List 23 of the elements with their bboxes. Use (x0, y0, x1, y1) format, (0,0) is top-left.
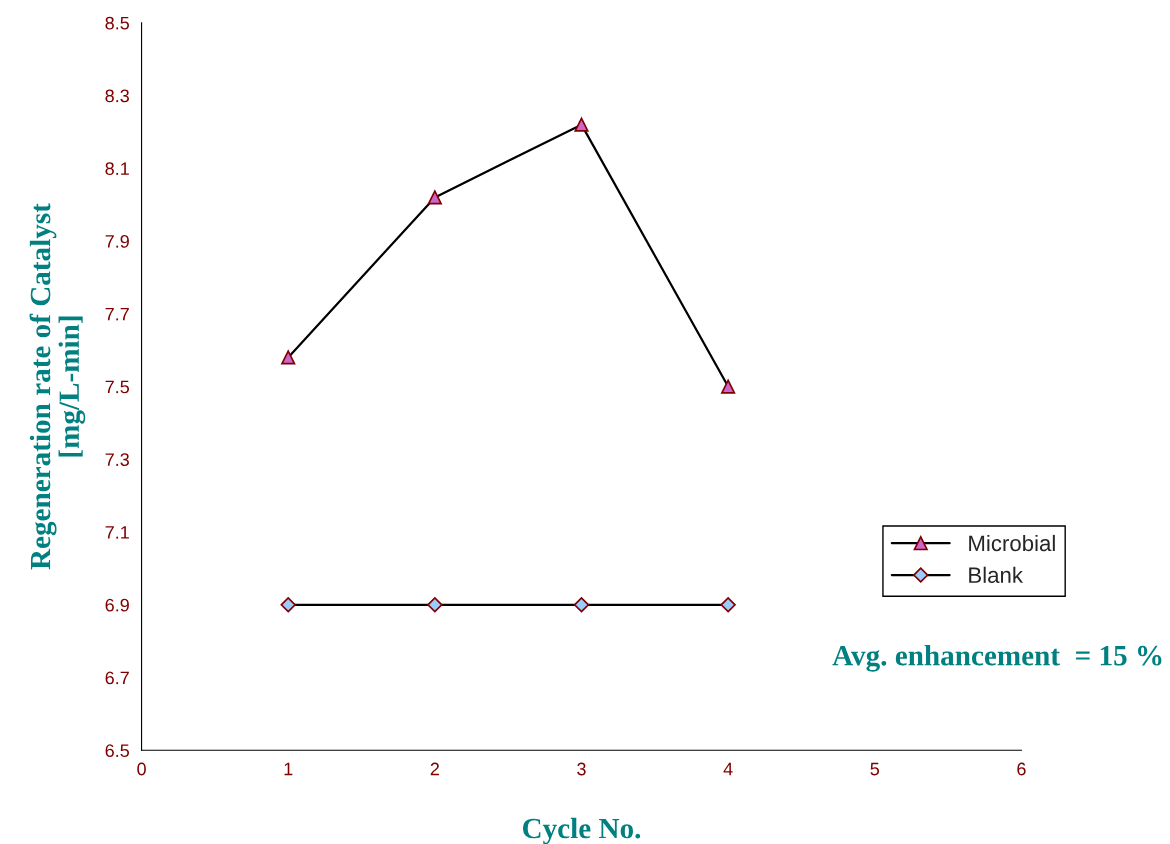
x-tick-label: 2 (430, 762, 439, 776)
legend-label: Blank (969, 566, 1024, 584)
x-tick-label: 1 (284, 762, 293, 776)
x-tick-label: 4 (723, 762, 733, 776)
y-tick-label: 7.5 (105, 380, 130, 394)
annotation: Avg. enhancement = 15 % (832, 644, 1162, 672)
y-tick-label: 6.9 (105, 598, 129, 612)
x-tick-label: 6 (1017, 762, 1026, 776)
y-tick-label: 7.9 (105, 234, 129, 248)
x-tick-label: 5 (870, 762, 880, 776)
y-tick-label: 7.3 (105, 453, 129, 467)
y-tick-label: 8.3 (105, 89, 129, 103)
x-tick-label: 0 (137, 762, 146, 776)
y-tick-label: 6.5 (105, 744, 130, 758)
x-tick-label: 3 (577, 762, 586, 776)
y-tick-label: 7.1 (105, 526, 129, 539)
y-axis-title: Regeneration rate of Catalyst [mg/L-min] (29, 203, 86, 570)
y-tick-label: 8.5 (105, 16, 130, 30)
legend-label: Microbial (969, 534, 1055, 552)
y-tick-label: 7.7 (105, 307, 129, 321)
y-tick-label: 6.7 (105, 671, 129, 685)
x-axis-title: Cycle No. (522, 817, 641, 844)
y-tick-label: 8.1 (105, 162, 129, 176)
